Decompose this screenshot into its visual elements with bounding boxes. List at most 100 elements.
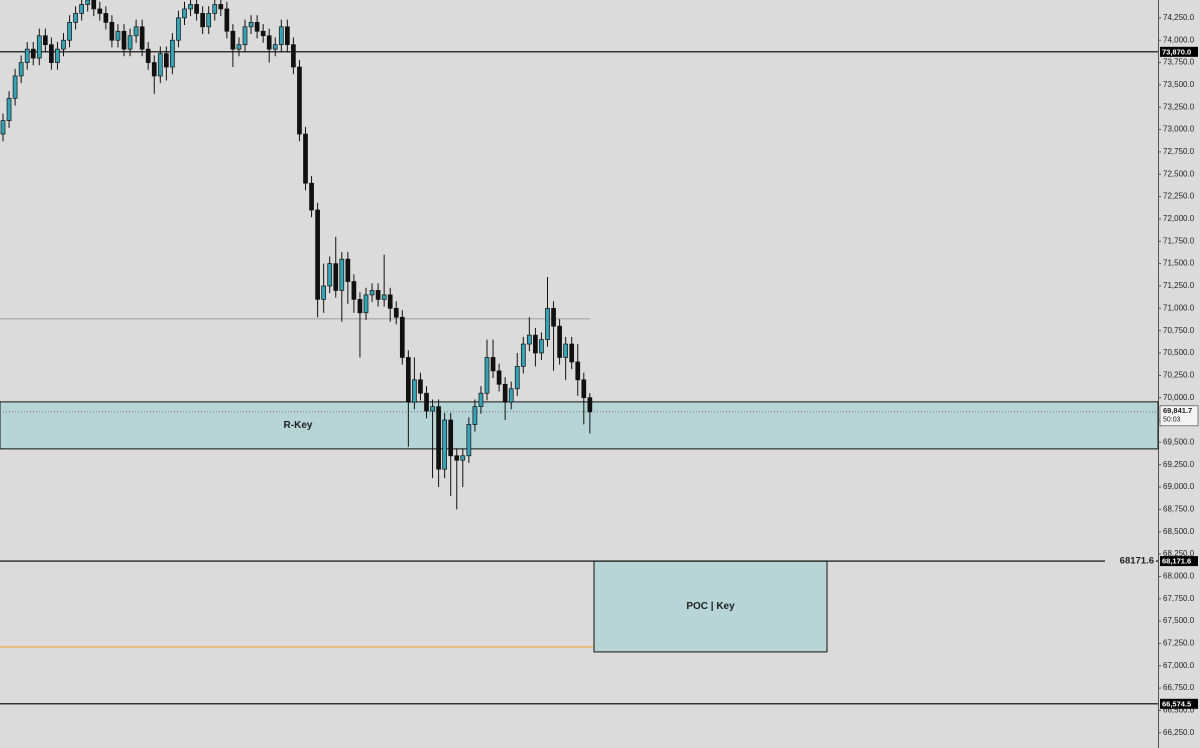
candle-body <box>399 316 405 358</box>
candle-body <box>575 361 581 381</box>
candle-body <box>85 0 91 5</box>
candle-body <box>79 4 85 14</box>
candle-body <box>103 13 109 23</box>
candle-body <box>539 339 544 354</box>
candle-body <box>67 21 72 41</box>
candle-body <box>448 419 454 457</box>
candle-body <box>496 370 502 385</box>
candle-body <box>278 26 284 46</box>
candle-body <box>6 97 12 121</box>
y-tick-label: 66,750.0 <box>1163 683 1195 692</box>
candle-body <box>430 406 435 412</box>
candle-body <box>508 388 514 403</box>
y-tick-label: 72,750.0 <box>1163 147 1195 156</box>
candle-body <box>569 343 575 363</box>
candle-body <box>424 392 429 412</box>
candle-body <box>460 455 466 461</box>
last-price-label: 69,841.7 <box>1163 406 1192 415</box>
candle-body <box>369 290 375 296</box>
candle-body <box>484 357 490 394</box>
y-tick-label: 71,250.0 <box>1163 281 1195 290</box>
countdown-label: 50:03 <box>1163 417 1181 424</box>
candle-body <box>97 8 103 14</box>
candle-body <box>170 39 175 68</box>
candle-body <box>49 44 54 63</box>
candle-body <box>327 263 333 287</box>
candle-body <box>224 8 230 32</box>
candle-body <box>520 343 526 367</box>
candle-body <box>454 455 460 461</box>
candle-body <box>321 285 326 300</box>
y-tick-label: 69,000.0 <box>1163 482 1195 491</box>
y-tick-label: 70,750.0 <box>1163 326 1195 335</box>
candle-body <box>176 17 181 41</box>
candle-body <box>242 26 248 46</box>
candle-body <box>12 75 18 99</box>
candle-body <box>218 4 224 10</box>
price-marker <box>1160 556 1198 567</box>
candle-body <box>194 4 199 14</box>
y-tick-label: 68,250.0 <box>1163 549 1195 558</box>
y-tick-label: 73,750.0 <box>1163 58 1195 67</box>
candle-body <box>545 307 550 340</box>
candle-body <box>73 13 78 23</box>
y-tick-label: 68,000.0 <box>1163 572 1195 581</box>
y-tick-label: 71,000.0 <box>1163 303 1195 312</box>
y-tick-label: 74,250.0 <box>1163 13 1195 22</box>
y-tick-label: 72,250.0 <box>1163 192 1195 201</box>
candle-body <box>581 379 587 399</box>
candle-body <box>115 30 121 41</box>
zone-label: R-Key <box>284 420 313 431</box>
candle-body <box>551 307 556 327</box>
candle-body <box>236 44 242 50</box>
candle-body <box>303 133 308 184</box>
candle-body <box>587 397 593 413</box>
candle-body <box>315 209 320 300</box>
price-marker-label: 73,870.0 <box>1162 47 1191 56</box>
y-tick-label: 67,250.0 <box>1163 639 1195 648</box>
candle-body <box>412 379 417 403</box>
candle-body <box>333 263 339 291</box>
candle-body <box>42 35 48 46</box>
y-tick-label: 74,000.0 <box>1163 35 1195 44</box>
candle-body <box>55 48 60 63</box>
y-tick-label: 67,500.0 <box>1163 616 1195 625</box>
y-tick-label: 71,500.0 <box>1163 259 1195 268</box>
y-tick-label: 68,750.0 <box>1163 505 1195 514</box>
y-tick-label: 73,500.0 <box>1163 80 1195 89</box>
candle-body <box>563 343 569 358</box>
candle-body <box>291 44 296 68</box>
candle-body <box>24 48 30 63</box>
candle-body <box>490 357 496 372</box>
candle-body <box>182 8 187 19</box>
candle-body <box>466 424 472 457</box>
candle-body <box>36 35 42 59</box>
candle-body <box>526 334 532 345</box>
candle-body <box>418 379 423 394</box>
candle-body <box>533 334 538 354</box>
candle-body <box>206 13 212 28</box>
candle-body <box>0 120 6 135</box>
candle-body <box>61 39 66 50</box>
candle-body <box>91 0 97 10</box>
y-tick-label: 73,250.0 <box>1163 102 1195 111</box>
y-tick-label: 70,500.0 <box>1163 348 1195 357</box>
candle-body <box>230 30 236 50</box>
y-tick-label: 71,750.0 <box>1163 236 1195 245</box>
candle-body <box>157 53 163 77</box>
candle-body <box>363 294 369 314</box>
candle-body <box>514 366 520 390</box>
candle-body <box>254 21 260 32</box>
candle-body <box>406 357 411 403</box>
candle-body <box>145 48 151 63</box>
y-tick-label: 70,250.0 <box>1163 370 1195 379</box>
candle-body <box>248 21 254 28</box>
candle-body <box>188 4 193 10</box>
candle-body <box>18 62 24 77</box>
y-tick-label: 73,000.0 <box>1163 125 1195 134</box>
y-tick-label: 72,000.0 <box>1163 214 1195 223</box>
price-marker <box>1160 46 1198 57</box>
candle-body <box>387 294 393 309</box>
